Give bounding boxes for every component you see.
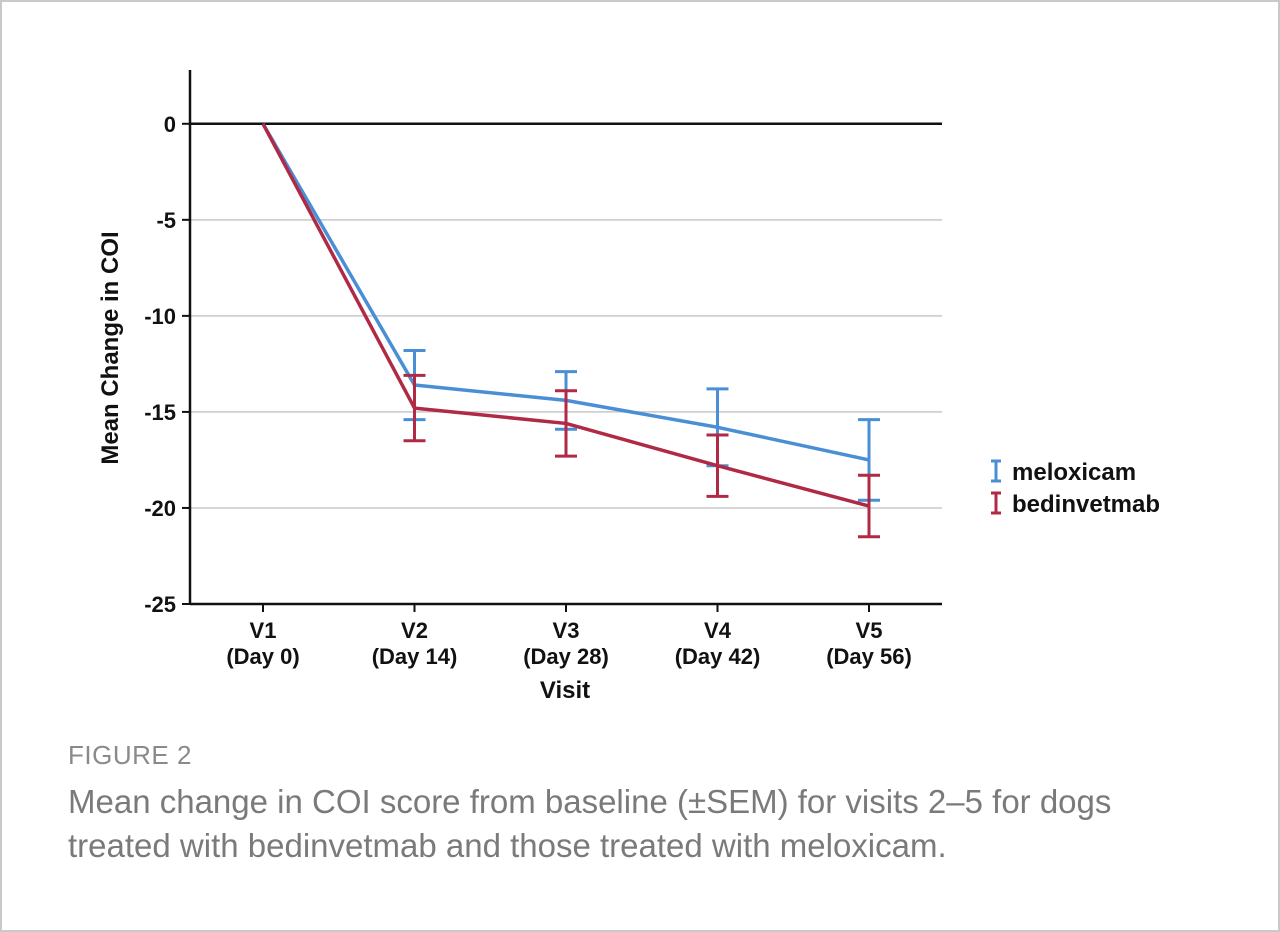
legend-label: meloxicam — [1012, 459, 1136, 486]
legend-item-meloxicam: meloxicam — [991, 459, 1136, 486]
legend-label: bedinvetmab — [1012, 491, 1160, 518]
legend: meloxicam bedinvetmab — [991, 459, 1160, 518]
x-tick-sublabel: (Day 56) — [826, 644, 912, 669]
y-tick-label: 0 — [164, 112, 176, 137]
series — [261, 122, 880, 539]
y-axis-title: Mean Change in COI — [97, 231, 124, 464]
error-bar-bedinvetmab — [858, 473, 880, 539]
gridlines — [190, 219, 942, 509]
x-axis-title: Visit — [540, 677, 590, 704]
x-tick-sublabel: (Day 0) — [226, 644, 299, 669]
figure-caption: Mean change in COI score from baseline (… — [68, 783, 1112, 864]
axes — [182, 70, 942, 612]
x-tick-sublabel: (Day 28) — [523, 644, 609, 669]
y-tick-label: -5 — [156, 208, 176, 233]
y-tick-label: -20 — [144, 496, 176, 521]
x-tick-label: V5 — [856, 618, 883, 643]
x-tick-sublabel: (Day 14) — [372, 644, 458, 669]
x-tick-label: V2 — [401, 618, 428, 643]
y-tick-label: -10 — [144, 304, 176, 329]
series-meloxicam — [261, 122, 880, 502]
error-bar-bedinvetmab — [706, 433, 729, 498]
figure-label: FIGURE 2 — [68, 740, 192, 770]
series-bedinvetmab — [261, 122, 880, 539]
error-bar-bedinvetmab — [403, 373, 426, 443]
x-tick-sublabel: (Day 42) — [675, 644, 761, 669]
error-bar-bedinvetmab — [555, 389, 577, 458]
x-tick-label: V1 — [250, 618, 277, 643]
x-tick-label: V4 — [704, 618, 732, 643]
legend-item-bedinvetmab: bedinvetmab — [991, 491, 1160, 518]
x-tick-label: V3 — [553, 618, 580, 643]
y-tick-label: -15 — [144, 400, 176, 425]
y-tick-label: -25 — [144, 592, 176, 617]
